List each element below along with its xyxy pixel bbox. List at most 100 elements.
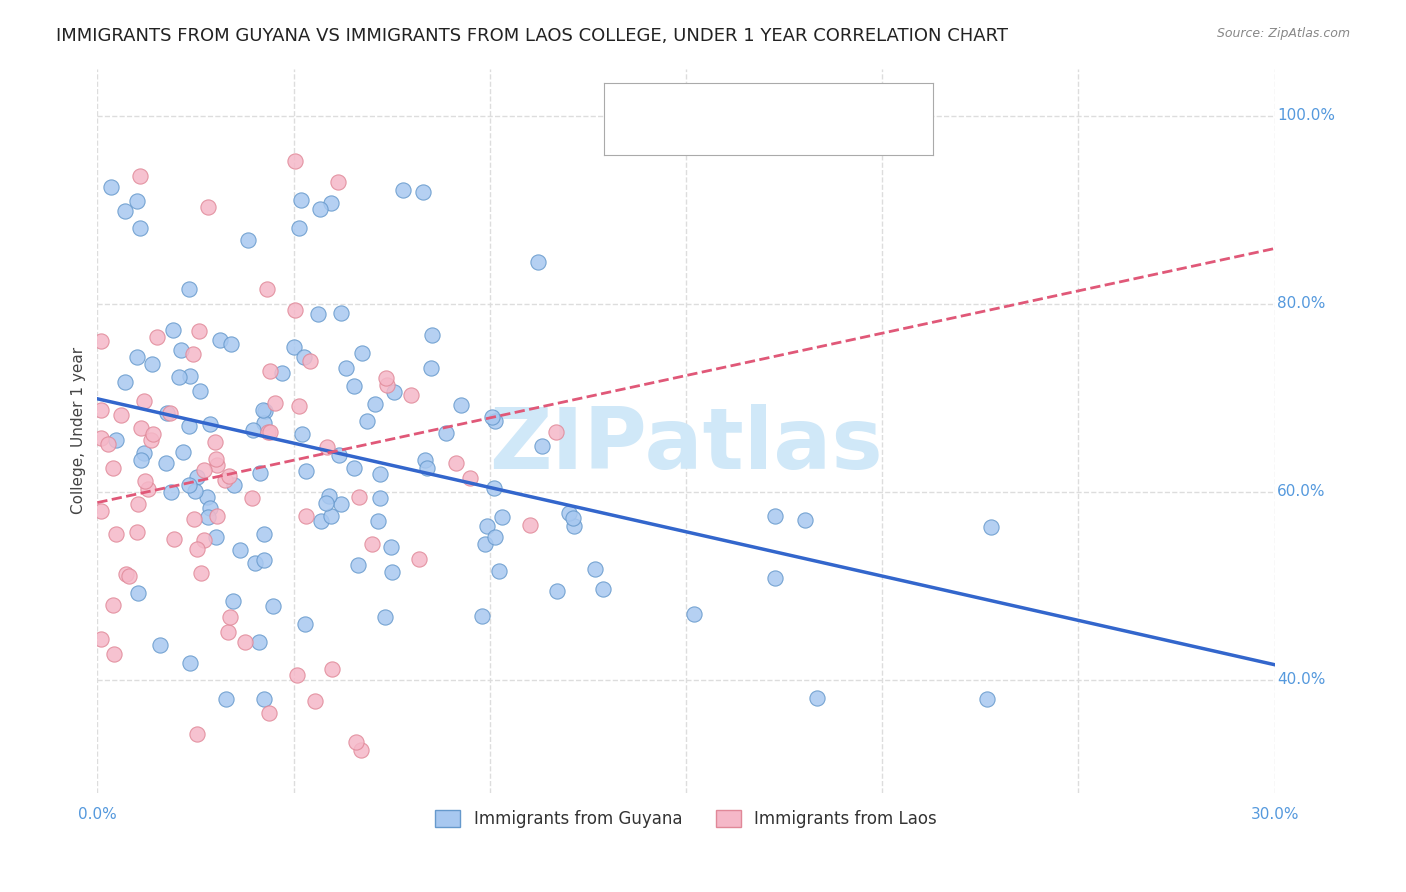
Immigrants from Laos bbox=[129, 421, 152, 435]
Immigrants from Laos bbox=[127, 497, 149, 511]
Immigrants from Laos bbox=[233, 635, 256, 649]
Immigrants from Guyana bbox=[179, 369, 201, 384]
Immigrants from Laos bbox=[285, 667, 308, 681]
Immigrants from Guyana bbox=[252, 416, 274, 430]
Immigrants from Laos bbox=[197, 200, 219, 214]
Text: 40.0%: 40.0% bbox=[1277, 673, 1326, 688]
Immigrants from Laos bbox=[187, 324, 209, 338]
Immigrants from Laos bbox=[186, 542, 208, 557]
Immigrants from Guyana bbox=[253, 553, 276, 567]
Immigrants from Laos bbox=[344, 735, 367, 749]
Immigrants from Guyana bbox=[329, 306, 352, 320]
Immigrants from Laos bbox=[321, 663, 343, 677]
Immigrants from Guyana bbox=[288, 221, 311, 235]
Immigrants from Laos bbox=[97, 437, 120, 451]
Immigrants from Guyana bbox=[392, 182, 415, 196]
Immigrants from Guyana bbox=[434, 426, 457, 441]
Immigrants from Laos bbox=[90, 431, 112, 445]
Immigrants from Laos bbox=[257, 425, 280, 439]
Immigrants from Laos bbox=[544, 425, 567, 439]
Immigrants from Guyana bbox=[793, 513, 815, 527]
Immigrants from Laos bbox=[218, 610, 240, 624]
Immigrants from Guyana bbox=[321, 508, 343, 523]
Immigrants from Guyana bbox=[763, 508, 786, 523]
Immigrants from Guyana bbox=[763, 571, 786, 585]
Immigrants from Guyana bbox=[380, 540, 402, 554]
Text: IMMIGRANTS FROM GUYANA VS IMMIGRANTS FROM LAOS COLLEGE, UNDER 1 YEAR CORRELATION: IMMIGRANTS FROM GUYANA VS IMMIGRANTS FRO… bbox=[56, 27, 1008, 45]
Immigrants from Laos bbox=[163, 533, 186, 547]
Immigrants from Laos bbox=[304, 694, 326, 708]
Immigrants from Guyana bbox=[208, 334, 231, 348]
Immigrants from Guyana bbox=[364, 397, 387, 411]
Legend: Immigrants from Guyana, Immigrants from Laos: Immigrants from Guyana, Immigrants from … bbox=[429, 804, 943, 835]
Immigrants from Guyana bbox=[367, 514, 389, 528]
Immigrants from Guyana bbox=[271, 366, 294, 380]
Text: 100.0%: 100.0% bbox=[1277, 108, 1334, 123]
Immigrants from Guyana bbox=[177, 477, 200, 491]
Immigrants from Guyana bbox=[413, 453, 436, 467]
Immigrants from Laos bbox=[399, 388, 422, 402]
Immigrants from Laos bbox=[159, 406, 181, 420]
Immigrants from Guyana bbox=[222, 477, 245, 491]
Immigrants from Guyana bbox=[129, 221, 152, 235]
Immigrants from Laos bbox=[90, 504, 112, 518]
Immigrants from Laos bbox=[136, 483, 159, 497]
Immigrants from Guyana bbox=[105, 433, 128, 447]
Immigrants from Guyana bbox=[420, 328, 443, 343]
Immigrants from Guyana bbox=[162, 323, 184, 337]
Immigrants from Laos bbox=[240, 491, 263, 505]
Immigrants from Guyana bbox=[356, 413, 378, 427]
Immigrants from Laos bbox=[204, 435, 226, 450]
Immigrants from Guyana bbox=[307, 307, 329, 321]
Immigrants from Guyana bbox=[114, 203, 136, 218]
Immigrants from Laos bbox=[264, 395, 287, 409]
Immigrants from Guyana bbox=[291, 427, 314, 442]
Immigrants from Laos bbox=[193, 462, 215, 476]
Immigrants from Laos bbox=[146, 330, 169, 344]
Immigrants from Laos bbox=[190, 566, 212, 580]
Immigrants from Guyana bbox=[219, 336, 242, 351]
Immigrants from Guyana bbox=[125, 194, 148, 209]
Immigrants from Laos bbox=[205, 509, 228, 524]
Immigrants from Guyana bbox=[381, 565, 404, 579]
Text: Source: ZipAtlas.com: Source: ZipAtlas.com bbox=[1216, 27, 1350, 40]
Immigrants from Laos bbox=[519, 518, 541, 533]
Immigrants from Laos bbox=[118, 569, 141, 583]
Immigrants from Laos bbox=[204, 451, 226, 466]
Immigrants from Laos bbox=[103, 647, 125, 661]
Immigrants from Guyana bbox=[557, 506, 579, 520]
Immigrants from Laos bbox=[283, 153, 305, 168]
Immigrants from Guyana bbox=[295, 464, 318, 478]
Immigrants from Guyana bbox=[177, 419, 200, 434]
Immigrants from Guyana bbox=[328, 448, 350, 462]
Immigrants from Guyana bbox=[114, 375, 136, 389]
Immigrants from Guyana bbox=[247, 634, 270, 648]
Immigrants from Guyana bbox=[155, 456, 177, 470]
Immigrants from Guyana bbox=[562, 519, 585, 533]
Immigrants from Laos bbox=[350, 743, 373, 757]
Immigrants from Guyana bbox=[292, 351, 315, 365]
Immigrants from Laos bbox=[294, 508, 316, 523]
Immigrants from Laos bbox=[214, 473, 236, 487]
Text: 30.0%: 30.0% bbox=[1250, 806, 1299, 822]
Immigrants from Guyana bbox=[474, 537, 496, 551]
Immigrants from Guyana bbox=[125, 350, 148, 364]
Immigrants from Guyana bbox=[374, 609, 396, 624]
Immigrants from Guyana bbox=[318, 489, 340, 503]
Immigrants from Guyana bbox=[352, 345, 374, 359]
Immigrants from Guyana bbox=[368, 467, 391, 482]
Immigrants from Guyana bbox=[488, 564, 510, 578]
Immigrants from Guyana bbox=[335, 360, 357, 375]
Immigrants from Guyana bbox=[491, 509, 513, 524]
Immigrants from Guyana bbox=[415, 461, 437, 475]
Immigrants from Guyana bbox=[129, 453, 152, 467]
Immigrants from Laos bbox=[349, 491, 371, 505]
Immigrants from Guyana bbox=[177, 282, 200, 296]
Immigrants from Laos bbox=[259, 364, 281, 378]
Text: 60.0%: 60.0% bbox=[1277, 484, 1326, 500]
Immigrants from Guyana bbox=[412, 185, 434, 199]
Immigrants from Laos bbox=[218, 468, 240, 483]
Immigrants from Laos bbox=[284, 302, 307, 317]
Immigrants from Guyana bbox=[382, 384, 405, 399]
Immigrants from Guyana bbox=[134, 445, 156, 459]
